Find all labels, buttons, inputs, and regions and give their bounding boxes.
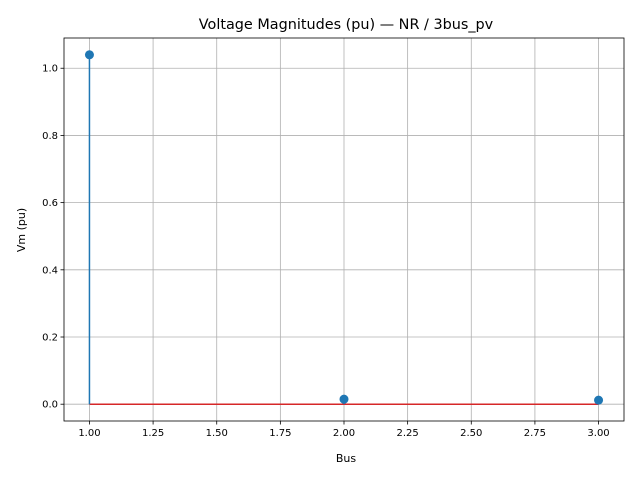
x-tick-label: 2.00 (333, 428, 355, 439)
grid-lines (64, 38, 624, 421)
y-tick-label: 0.8 (42, 131, 58, 142)
chart-title: Voltage Magnitudes (pu) — NR / 3bus_pv (199, 17, 494, 33)
x-tick-label: 1.75 (269, 428, 291, 439)
x-tick-label: 1.50 (206, 428, 228, 439)
y-tick-label: 1.0 (42, 64, 58, 75)
y-tick-label: 0.2 (42, 333, 58, 344)
x-tick-label: 1.00 (78, 428, 100, 439)
y-tick-label: 0.4 (42, 265, 58, 276)
y-axis-label: Vm (pu) (15, 208, 28, 252)
x-tick-label: 2.50 (460, 428, 482, 439)
x-axis-ticks: 1.00 1.25 1.50 1.75 2.00 2.25 2.50 2.75 3.00 (78, 421, 610, 439)
y-axis-ticks: 0.0 0.2 0.4 0.6 0.8 1.0 (42, 64, 64, 411)
x-axis-label: Bus (336, 452, 357, 465)
stem-marker (594, 395, 604, 405)
stem-marker (84, 50, 94, 60)
x-tick-label: 2.25 (397, 428, 419, 439)
x-tick-label: 1.25 (142, 428, 164, 439)
y-tick-label: 0.6 (42, 198, 58, 209)
stem-marker (339, 394, 349, 404)
x-tick-label: 2.75 (524, 428, 546, 439)
x-tick-label: 3.00 (587, 428, 609, 439)
markers (84, 50, 604, 405)
y-tick-label: 0.0 (42, 400, 58, 411)
